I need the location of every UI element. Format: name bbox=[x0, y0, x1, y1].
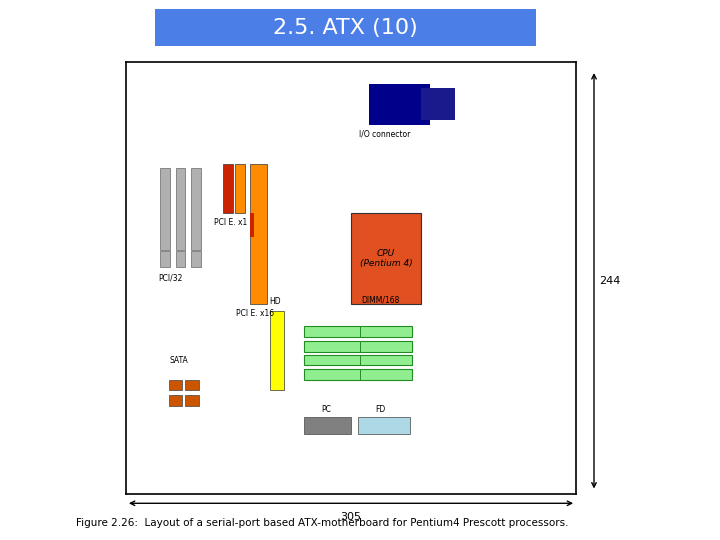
Bar bbox=[250, 164, 267, 304]
Bar bbox=[304, 355, 412, 366]
Text: 2.5. ATX (10): 2.5. ATX (10) bbox=[273, 17, 418, 38]
Bar bbox=[304, 369, 412, 380]
Bar bbox=[176, 251, 186, 267]
Text: DIMM/168: DIMM/168 bbox=[361, 296, 400, 305]
Bar bbox=[192, 168, 201, 250]
Text: PC: PC bbox=[321, 405, 331, 414]
Bar bbox=[192, 251, 201, 267]
Bar bbox=[185, 395, 199, 406]
Bar bbox=[168, 380, 182, 390]
Text: HD: HD bbox=[269, 297, 281, 306]
Bar bbox=[270, 310, 284, 390]
Text: PCI E. x1: PCI E. x1 bbox=[214, 219, 247, 227]
Text: 305: 305 bbox=[340, 512, 361, 522]
Bar bbox=[185, 380, 199, 390]
Bar bbox=[304, 341, 412, 352]
Bar bbox=[176, 168, 186, 250]
Bar bbox=[168, 395, 182, 406]
Bar bbox=[420, 88, 454, 120]
Text: FD: FD bbox=[375, 405, 385, 414]
Bar bbox=[235, 164, 245, 213]
Text: PCI E. x16: PCI E. x16 bbox=[236, 309, 274, 318]
Text: CPU
(Pentium 4): CPU (Pentium 4) bbox=[360, 249, 413, 268]
Bar bbox=[160, 251, 170, 267]
Text: 244: 244 bbox=[599, 276, 621, 286]
Bar bbox=[250, 213, 254, 237]
Bar bbox=[222, 164, 233, 213]
Bar bbox=[351, 213, 420, 304]
Text: Figure 2.26:  Layout of a serial-port based ATX-motherboard for Pentium4 Prescot: Figure 2.26: Layout of a serial-port bas… bbox=[76, 518, 568, 528]
Text: PCI/32: PCI/32 bbox=[158, 274, 182, 283]
Bar bbox=[304, 417, 351, 434]
Bar bbox=[369, 84, 430, 125]
Text: SATA: SATA bbox=[170, 356, 189, 366]
Bar bbox=[358, 417, 410, 434]
Bar bbox=[160, 168, 170, 250]
Bar bbox=[304, 327, 412, 338]
Text: I/O connector: I/O connector bbox=[359, 130, 410, 139]
